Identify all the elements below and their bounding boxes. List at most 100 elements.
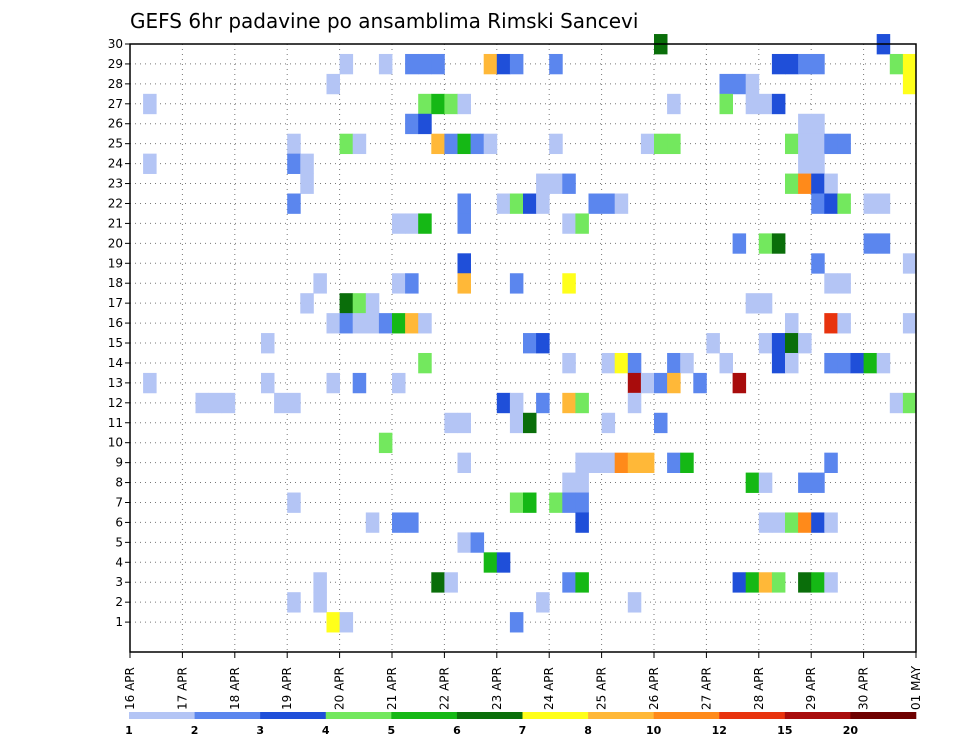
heat-cell [876, 233, 891, 254]
heat-cell [758, 333, 773, 354]
y-tick-label: 30 [108, 37, 123, 51]
heat-cell [785, 53, 799, 75]
color-legend: 1 2 3 4 5 6 7 8 10 12 15 20 [125, 712, 917, 737]
heat-cell [352, 133, 367, 155]
x-tick-label: 30 APR [857, 667, 871, 710]
heat-cell [562, 572, 576, 593]
heat-cell [365, 313, 380, 334]
y-tick-label: 10 [108, 436, 123, 450]
heat-cell [811, 472, 825, 493]
heat-cell [640, 452, 655, 473]
heat-cell [575, 492, 589, 513]
heat-cell [365, 512, 380, 533]
heat-cell [523, 492, 537, 513]
heat-cell [208, 392, 223, 414]
legend-swatch [325, 712, 392, 719]
heat-cell [300, 153, 314, 174]
heat-cell [902, 253, 917, 274]
x-tick-label: 25 APR [595, 667, 609, 710]
heat-cell [287, 153, 301, 174]
heat-cell [654, 412, 668, 434]
heat-cell [483, 53, 498, 75]
heat-cell [798, 512, 812, 533]
heat-cell [392, 213, 406, 234]
heat-cell [378, 53, 393, 75]
heat-cell [575, 472, 589, 493]
heat-cell [326, 313, 340, 334]
x-axis: 16 APR 17 APR 18 APR 19 APR 20 APR 21 APR 22 A… [123, 652, 923, 710]
heat-cell [771, 93, 786, 115]
legend-label: 5 [388, 724, 396, 737]
heat-cell [785, 133, 799, 155]
heat-cell [811, 113, 825, 135]
heat-cell [523, 193, 537, 214]
heat-cell [863, 233, 878, 254]
heat-cell [326, 73, 340, 95]
heat-cell [889, 53, 904, 75]
heat-cell [706, 333, 720, 354]
y-tick-label: 18 [108, 276, 123, 290]
x-tick-label: 22 APR [437, 667, 451, 710]
y-tick-label: 1 [115, 615, 123, 629]
heat-cell [654, 133, 668, 155]
y-tick-label: 14 [108, 356, 123, 370]
heat-cell [601, 352, 616, 374]
heat-cell [627, 452, 642, 473]
heat-cell [326, 612, 340, 633]
heat-cell [536, 333, 550, 354]
y-tick-label: 23 [108, 177, 123, 191]
x-tick-label: 26 APR [647, 667, 661, 710]
heat-cell [418, 113, 432, 135]
x-tick-label: 18 APR [228, 667, 242, 710]
heat-cell [837, 313, 851, 334]
heat-cell [261, 333, 275, 354]
heat-cell [562, 213, 576, 234]
heat-cell [523, 333, 537, 354]
heat-cell [758, 93, 773, 115]
heat-cell [640, 133, 655, 155]
heat-cell [798, 53, 812, 75]
heat-cell [667, 93, 681, 115]
legend-swatch [850, 712, 917, 719]
heat-cell [549, 492, 563, 513]
heat-cell [457, 93, 471, 115]
heat-cell [758, 293, 773, 314]
heat-cell [496, 552, 511, 573]
heat-cell [496, 392, 511, 414]
heat-cell [221, 392, 236, 414]
x-tick-label: 16 APR [123, 667, 137, 710]
heat-cell [326, 372, 340, 394]
heat-cell [785, 313, 799, 334]
heat-cell [378, 432, 393, 454]
heat-cell [771, 572, 786, 593]
heat-cell [614, 352, 629, 374]
y-tick-label: 12 [108, 396, 123, 410]
legend-swatch [653, 712, 720, 719]
heat-cell [824, 352, 838, 374]
heat-cell [771, 352, 786, 374]
heat-cell [562, 392, 576, 414]
heat-cell [483, 133, 498, 155]
heat-cell [143, 153, 157, 174]
heat-cell [614, 452, 629, 473]
heat-cell [732, 572, 747, 593]
legend-swatch [522, 712, 589, 719]
heat-cell [758, 512, 773, 533]
heat-cell [785, 352, 799, 374]
heat-cell [392, 372, 406, 394]
heat-cell [562, 352, 576, 374]
heat-cell [392, 273, 406, 294]
heat-cell [889, 392, 904, 414]
heat-cell [431, 133, 445, 155]
heat-cell [287, 133, 301, 155]
heat-cell [509, 612, 524, 633]
y-tick-label: 9 [115, 456, 123, 470]
heat-cell [300, 173, 314, 194]
heat-cell [392, 313, 406, 334]
heat-cell [549, 133, 563, 155]
heat-cell [758, 233, 773, 254]
cells [143, 34, 917, 633]
legend-swatch [260, 712, 327, 719]
y-tick-label: 3 [115, 575, 123, 589]
y-tick-label: 25 [108, 137, 123, 151]
